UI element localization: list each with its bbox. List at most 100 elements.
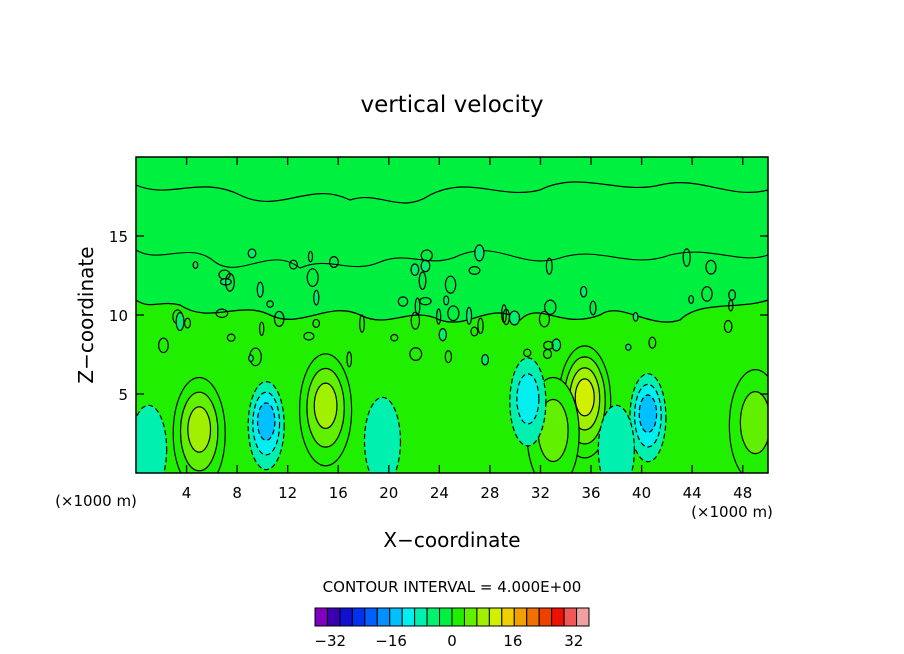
chart-title: vertical velocity <box>361 92 544 118</box>
downdraft-contour <box>363 396 402 473</box>
small-contour-cell <box>288 259 298 270</box>
small-contour-cell <box>192 260 199 269</box>
colorbar-swatch <box>513 607 528 627</box>
upper-band <box>136 157 768 323</box>
x-tick-label: 48 <box>733 484 752 502</box>
small-contour-cell <box>648 336 657 349</box>
small-contour-cell <box>419 296 432 306</box>
x-tick-label: 20 <box>379 484 398 502</box>
updraft-contour <box>187 406 212 453</box>
colorbar-swatch <box>501 607 515 627</box>
colorbar-tick-label: −16 <box>375 632 407 650</box>
small-contour-cell <box>723 319 733 334</box>
contour-interval-label: CONTOUR INTERVAL = 4.000E+00 <box>323 578 582 596</box>
colorbar-swatch <box>538 607 553 627</box>
colorbar-swatch <box>439 607 453 627</box>
small-contour-cell <box>306 268 319 288</box>
small-contour-cell <box>247 248 257 259</box>
colorbar-swatch <box>414 607 428 627</box>
small-contour-cell <box>256 281 264 298</box>
small-contour-cell <box>258 321 265 336</box>
small-contour-cell <box>481 353 489 366</box>
contour-fill-layer <box>136 157 768 473</box>
small-contour-cell <box>468 266 481 275</box>
x-axis-label: X−coordinate <box>383 528 520 552</box>
small-contour-cell <box>447 305 460 322</box>
small-contour-cell <box>632 311 639 322</box>
colorbar-swatch <box>463 607 478 627</box>
downdraft-contour <box>256 402 276 441</box>
small-contour-cell <box>543 340 554 350</box>
small-contour-cell <box>266 300 274 308</box>
updraft-contour <box>739 391 768 455</box>
x-tick-label: 12 <box>278 484 297 502</box>
small-contour-cell <box>414 297 421 316</box>
downdraft-contour <box>597 404 635 473</box>
updraft-contour <box>313 382 338 430</box>
small-contour-cell <box>418 271 427 290</box>
small-contour-cell <box>312 318 321 328</box>
colorbar-tick-label: 32 <box>564 632 583 650</box>
colorbar-tick-label: 0 <box>447 632 457 650</box>
small-contour-cell <box>420 259 431 273</box>
small-contour-cell <box>444 350 453 364</box>
small-contour-cell <box>545 257 553 275</box>
x-axis-unit: (×1000 m) <box>691 503 773 521</box>
small-contour-cell <box>248 354 254 362</box>
downdraft-contour <box>516 373 540 425</box>
x-tick-label: 24 <box>430 484 449 502</box>
small-contour-cell <box>682 248 691 267</box>
small-contour-cell <box>410 263 420 276</box>
small-contour-cell <box>420 249 433 262</box>
colorbar-swatch <box>426 607 441 627</box>
y-axis-label: Z−coordinate <box>74 246 98 383</box>
downdraft-contour <box>638 394 658 433</box>
x-tick-label: 28 <box>480 484 499 502</box>
small-contour-cell <box>465 306 473 325</box>
y-axis-unit: (×1000 m) <box>55 492 137 510</box>
small-contour-cell <box>226 333 236 342</box>
colorbar-swatch <box>563 607 578 627</box>
x-tick-label: 32 <box>531 484 550 502</box>
x-axis-ticks: 4 8 12 16 20 24 28 32 36 40 44 48 <box>182 157 752 502</box>
small-contour-cell <box>523 348 532 358</box>
small-contour-cell <box>701 286 713 302</box>
colorbar-swatch <box>314 607 328 627</box>
small-contour-cell <box>390 333 399 342</box>
colorbar-swatch <box>476 607 490 627</box>
small-contour-cell <box>307 250 314 263</box>
small-contour-cell <box>579 285 588 298</box>
small-contour-cell <box>443 295 450 306</box>
small-contour-cell <box>474 244 485 262</box>
colorbar-swatch <box>389 607 403 627</box>
x-tick-label: 44 <box>683 484 702 502</box>
colorbar-swatch <box>576 607 590 627</box>
colorbar-tick-label: −32 <box>314 632 346 650</box>
x-tick-label: 8 <box>232 484 242 502</box>
colorbar-swatch <box>351 607 366 627</box>
x-tick-label: 40 <box>632 484 651 502</box>
x-tick-label: 16 <box>329 484 348 502</box>
colorbar-swatch <box>376 607 391 627</box>
small-contour-cell <box>438 328 447 342</box>
small-contour-cell <box>625 343 632 351</box>
small-contour-cell <box>224 272 235 292</box>
small-contour-cell <box>544 299 557 315</box>
small-contour-cell <box>444 275 457 294</box>
colorbar-swatch <box>488 607 503 627</box>
colorbar-swatch <box>401 607 416 627</box>
small-contour-cell <box>158 337 169 354</box>
small-contour-cell <box>589 300 597 316</box>
y-tick-label: 10 <box>109 307 128 325</box>
small-contour-cell <box>328 256 339 268</box>
colorbar-tick-label: 16 <box>503 632 522 650</box>
contour-line <box>136 181 768 204</box>
y-axis-ticks: 5 10 15 <box>109 228 768 404</box>
small-contour-cell <box>184 317 192 329</box>
small-contour-cell <box>538 310 551 328</box>
small-contour-cell <box>436 308 442 325</box>
y-tick-label: 15 <box>109 228 128 246</box>
small-contour-cell <box>313 289 320 306</box>
small-contour-cell <box>501 304 507 324</box>
colorbar-swatch <box>339 607 353 627</box>
